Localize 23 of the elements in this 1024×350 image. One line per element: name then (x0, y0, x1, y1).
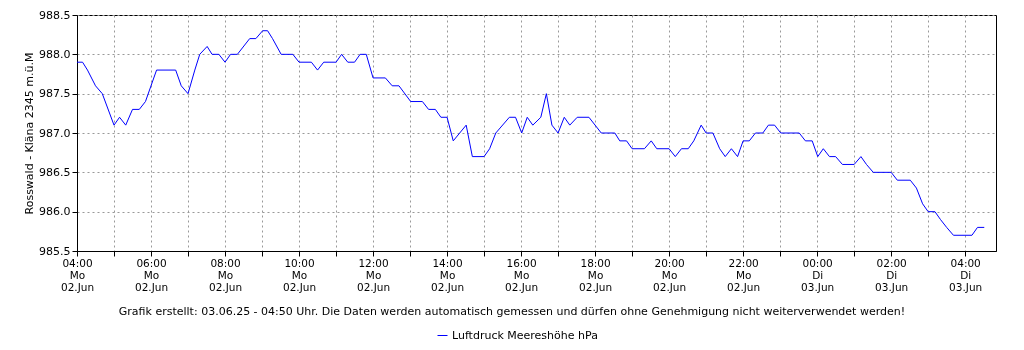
legend-label: Luftdruck Meereshöhe hPa (452, 328, 598, 342)
x-tick-label: 12:00 Mo 02.Jun (357, 256, 391, 293)
x-tick-label: 04:00 Di 03.Jun (949, 256, 983, 293)
text: Grafik erstellt: 03.06.25 - 04:50 Uhr. Die Daten werden automatisch gemessen und dürfen ohne Genehmigung nicht weiterverwendet werden! (117, 305, 907, 319)
x-tick-label: 10:00 Mo 02.Jun (282, 256, 317, 293)
x-tick-label: 02:00 Di 03.Jun (875, 256, 909, 293)
y-tick-label: 987.5 (39, 87, 71, 101)
x-tick-label: 08:00 Mo 02.Jun (208, 256, 243, 293)
y-tick-label: 987.0 (39, 126, 71, 140)
x-tick-label: 00:00 Di 03.Jun (801, 256, 835, 293)
x-tick-label: 14:00 Mo 02.Jun (431, 256, 465, 293)
x-tick-label: 04:00 Mo 02.Jun (60, 256, 95, 293)
x-tick-label: 06:00 Mo 02.Jun (134, 256, 169, 293)
y-tick-label: 986.5 (39, 165, 71, 179)
y-tick-label: 985.5 (39, 244, 71, 258)
x-tick-label: 16:00 Mo 02.Jun (505, 256, 539, 293)
y-tick-label: 988.5 (39, 8, 71, 22)
y-axis-title: Rosswald - Kläna 2345 m.ü.M (23, 52, 37, 215)
y-tick-label: 986.0 (39, 205, 71, 219)
x-tick-label: 22:00 Mo 02.Jun (727, 256, 761, 293)
x-tick-label: 20:00 Mo 02.Jun (653, 256, 687, 293)
y-tick-label: 988.0 (39, 47, 71, 61)
x-tick-label: 18:00 Mo 02.Jun (579, 256, 613, 293)
